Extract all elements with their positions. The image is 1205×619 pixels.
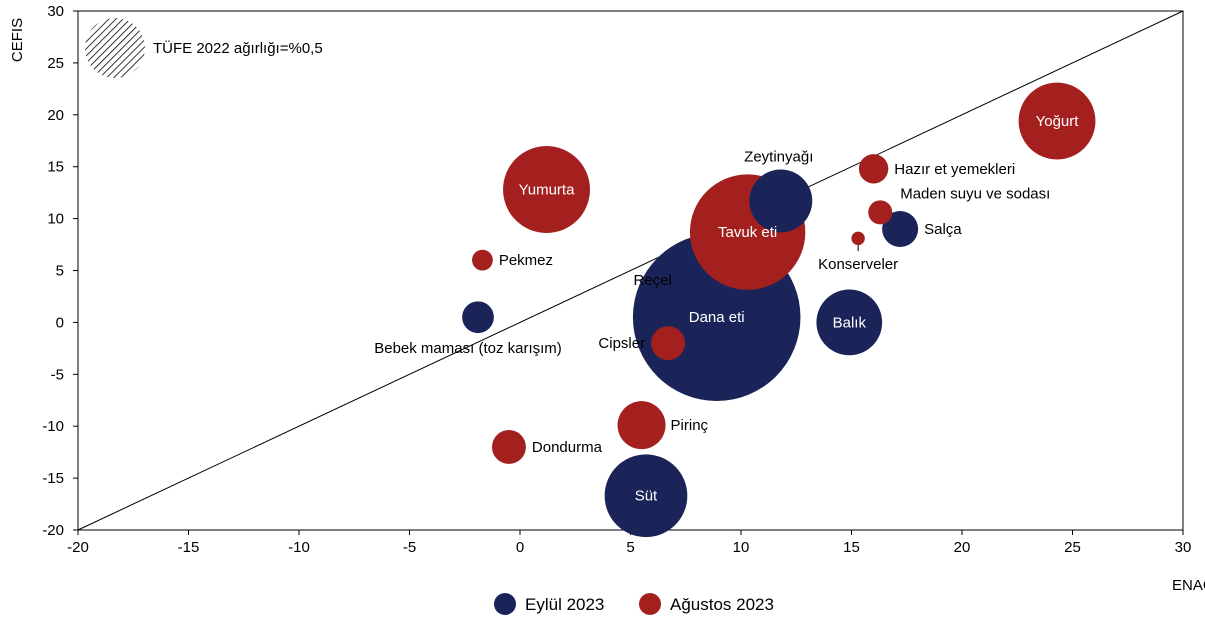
size-note-group: TÜFE 2022 ağırlığı=%0,5: [85, 18, 323, 78]
bubble-label-hazir-et-yemekleri: Hazır et yemekleri: [894, 161, 1015, 178]
bubble-zeytinyagi: [749, 169, 813, 233]
bubble-cipsler: [651, 326, 686, 361]
bubble-label-zeytinyagi: Zeytinyağı: [744, 148, 813, 165]
x-tick-label: 15: [843, 539, 860, 556]
bubble-sut: [604, 454, 688, 538]
bubble-dondurma: [491, 429, 526, 464]
y-tick-label: 20: [47, 107, 64, 124]
bubble-balik: [816, 289, 883, 356]
bubble-maden-suyu-ve-sodasi: [868, 200, 893, 225]
bubble-bebek-mamasi-toz-karisim: [462, 301, 494, 334]
bubble-label-bebek-mamasi-toz-karisim: Bebek maması (toz karışım): [374, 340, 562, 357]
y-tick-label: 0: [56, 314, 64, 331]
legend-marker-eylul: [494, 593, 516, 615]
bubble-labels-group: Dana eti Süt Balık Zeytinyağı Salça Bebek mam…: [374, 113, 1079, 505]
size-note-text: TÜFE 2022 ağırlığı=%0,5: [153, 39, 323, 57]
bubble-hazir-et-yemekleri: [858, 154, 889, 184]
bubble-yogurt: [1018, 82, 1096, 160]
y-tick-label: -20: [42, 522, 64, 539]
bubble-label-tavuk-eti: Tavuk eti: [718, 224, 777, 241]
bubble-label-salca: Salça: [924, 221, 962, 238]
legend: Eylül 2023 Ağustos 2023: [494, 593, 774, 615]
bubble-label-dana-eti: Dana eti: [689, 309, 745, 326]
bubble-label-sut: Süt: [635, 488, 658, 505]
bubble-konserveler: [851, 231, 865, 246]
y-tick-label: 15: [47, 159, 64, 176]
bubble-label-balik: Balık: [833, 314, 867, 331]
x-tick-label: 10: [733, 539, 750, 556]
bubble-salca: [882, 210, 919, 247]
y-tick-label: -10: [42, 418, 64, 435]
x-tick-label: 20: [954, 539, 971, 556]
bubble-pekmez: [472, 249, 493, 271]
bubble-label-yumurta: Yumurta: [519, 182, 576, 199]
legend-label-agustos: Ağustos 2023: [670, 595, 774, 614]
x-tick-label: -15: [178, 539, 200, 556]
x-tick-label: -5: [403, 539, 416, 556]
y-tick-label: 25: [47, 55, 64, 72]
bubble-label-dondurma: Dondurma: [532, 439, 603, 456]
reference-diagonal-group: [77, 10, 1184, 531]
legend-label-eylul: Eylül 2023: [525, 595, 604, 614]
x-tick-label: 5: [626, 539, 634, 556]
y-tick-label: -15: [42, 470, 64, 487]
bubble-label-maden-suyu-ve-sodasi: Maden suyu ve sodası: [900, 185, 1050, 202]
bubble-label-konserveler: Konserveler: [818, 256, 898, 273]
x-tick-label: 30: [1175, 539, 1192, 556]
axis-titles: ENAG CEFIS: [9, 18, 1205, 594]
y-tick-label: 30: [47, 3, 64, 20]
bubble-label-recel: Reçel: [634, 272, 672, 289]
bubble-label-pirinc: Pirinç: [671, 417, 709, 434]
x-axis-title: ENAG: [1172, 577, 1205, 594]
y-tick-label: 10: [47, 211, 64, 228]
bubble-pirinc: [617, 401, 666, 450]
bubble-label-yogurt: Yoğurt: [1036, 113, 1080, 130]
bubble-yumurta: [503, 146, 590, 234]
size-reference-hatched-circle: [85, 18, 145, 78]
y-tick-label: 5: [56, 263, 64, 280]
x-tick-label: -10: [288, 539, 310, 556]
bubble-label-cipsler: Cipsler: [598, 335, 645, 352]
y-tick-label: -5: [51, 366, 64, 383]
reference-diagonal-line: [77, 10, 1184, 531]
legend-marker-agustos: [639, 593, 661, 615]
bubble-label-pekmez: Pekmez: [499, 252, 553, 269]
bubbles-group: [462, 82, 1096, 538]
x-tick-label: 25: [1064, 539, 1081, 556]
x-tick-label: -20: [67, 539, 89, 556]
x-tick-label: 0: [516, 539, 524, 556]
y-axis-title: CEFIS: [9, 18, 26, 62]
